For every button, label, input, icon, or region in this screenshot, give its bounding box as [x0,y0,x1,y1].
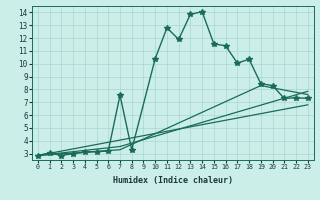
X-axis label: Humidex (Indice chaleur): Humidex (Indice chaleur) [113,176,233,185]
